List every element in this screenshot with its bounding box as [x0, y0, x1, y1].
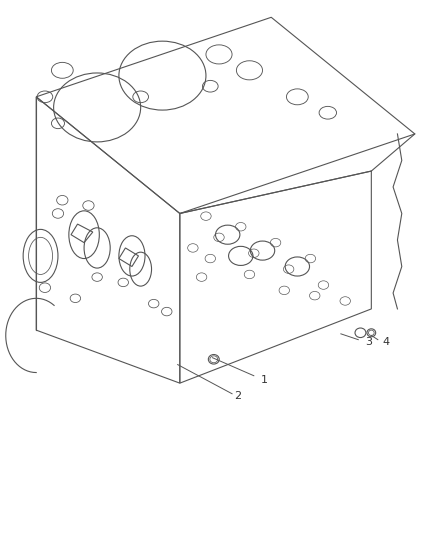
- Text: 1: 1: [260, 375, 267, 385]
- Text: 3: 3: [365, 337, 372, 347]
- Text: 2: 2: [234, 391, 241, 401]
- Text: 4: 4: [382, 337, 389, 347]
